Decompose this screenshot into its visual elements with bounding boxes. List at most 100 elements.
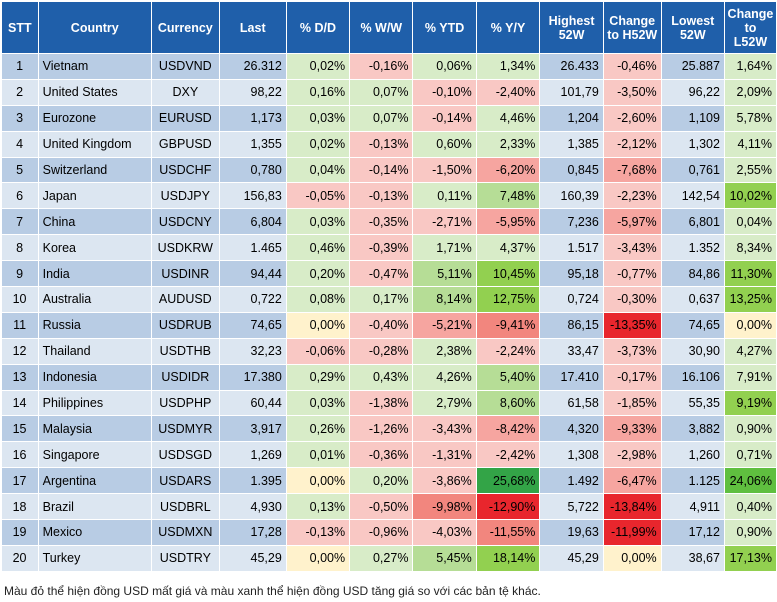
cell-yy: -2,24%: [476, 338, 541, 365]
col-header-highest-52w: Highest 52W: [539, 1, 604, 54]
cell-yy: 5,40%: [476, 364, 541, 391]
cell-stt: 19: [1, 519, 39, 546]
table-row: 17 Argentina USDARS 1.395 0,00% 0,20% -3,86% 25…: [1, 467, 777, 495]
cell-lowest-52w: 4,911: [661, 493, 725, 521]
table-row: 2 United States DXY 98,22 0,16% 0,07% -0,10% -2…: [1, 79, 777, 106]
cell-dd: 0,08%: [286, 286, 351, 313]
cell-stt: 18: [1, 493, 39, 521]
cell-change-h52w: -1,85%: [603, 390, 662, 417]
cell-ytd: -5,21%: [412, 312, 477, 339]
cell-change-h52w: -0,30%: [603, 286, 662, 313]
cell-last: 0,722: [219, 286, 287, 313]
cell-change-h52w: -0,77%: [603, 260, 662, 288]
cell-dd: -0,05%: [286, 182, 351, 210]
cell-currency: USDIDR: [151, 364, 220, 391]
cell-highest-52w: 160,39: [539, 182, 604, 210]
cell-currency: USDJPY: [151, 182, 220, 210]
cell-lowest-52w: 142,54: [661, 182, 725, 210]
cell-country: Eurozone: [38, 105, 152, 132]
fx-table-container: STT Country Currency Last % D/D % W/W % …: [1, 1, 777, 572]
cell-dd: 0,00%: [286, 545, 351, 572]
cell-last: 0,780: [219, 157, 287, 184]
cell-country: Russia: [38, 312, 152, 339]
cell-last: 26.312: [219, 53, 287, 80]
cell-yy: 7,48%: [476, 182, 541, 210]
cell-country: Japan: [38, 182, 152, 210]
cell-change-l52w: 0,40%: [724, 493, 777, 521]
cell-currency: USDPHP: [151, 390, 220, 417]
cell-yy: 4,37%: [476, 234, 541, 262]
table-row: 7 China USDCNY 6,804 0,03% -0,35% -2,71% -5,95%…: [1, 208, 777, 236]
cell-last: 45,29: [219, 545, 287, 572]
cell-stt: 7: [1, 208, 39, 236]
cell-highest-52w: 33,47: [539, 338, 604, 365]
cell-stt: 17: [1, 467, 39, 495]
cell-lowest-52w: 0,637: [661, 286, 725, 313]
col-header-dd: % D/D: [285, 1, 351, 54]
cell-currency: USDSGD: [151, 441, 220, 469]
cell-lowest-52w: 16.106: [661, 364, 725, 391]
cell-highest-52w: 17.410: [539, 364, 604, 391]
cell-lowest-52w: 30,90: [661, 338, 725, 365]
cell-change-h52w: 0,00%: [603, 545, 662, 572]
cell-change-h52w: -2,98%: [603, 441, 662, 469]
cell-ww: 0,07%: [349, 105, 414, 132]
cell-country: Thailand: [38, 338, 152, 365]
cell-change-l52w: 9,19%: [724, 390, 777, 417]
cell-ww: 0,27%: [349, 545, 414, 572]
cell-yy: 10,45%: [476, 260, 541, 288]
cell-lowest-52w: 0,761: [661, 157, 725, 184]
cell-change-l52w: 7,91%: [724, 364, 777, 391]
cell-change-l52w: 10,02%: [724, 182, 777, 210]
cell-currency: USDTHB: [151, 338, 220, 365]
cell-lowest-52w: 74,65: [661, 312, 725, 339]
cell-highest-52w: 45,29: [539, 545, 604, 572]
cell-currency: EURUSD: [151, 105, 220, 132]
cell-stt: 6: [1, 182, 39, 210]
cell-last: 32,23: [219, 338, 287, 365]
cell-ytd: 0,11%: [412, 182, 477, 210]
cell-change-h52w: -5,97%: [603, 208, 662, 236]
cell-yy: -2,42%: [476, 441, 541, 469]
cell-country: United Kingdom: [38, 131, 152, 158]
cell-lowest-52w: 1,302: [661, 131, 725, 158]
cell-dd: -0,06%: [286, 338, 351, 365]
cell-highest-52w: 1.517: [539, 234, 604, 262]
cell-change-l52w: 0,00%: [724, 312, 777, 339]
cell-dd: 0,02%: [286, 131, 351, 158]
cell-change-l52w: 2,55%: [724, 157, 777, 184]
cell-dd: 0,01%: [286, 441, 351, 469]
cell-dd: 0,03%: [286, 208, 351, 236]
cell-lowest-52w: 17,12: [661, 519, 725, 546]
cell-lowest-52w: 96,22: [661, 79, 725, 106]
cell-yy: 4,46%: [476, 105, 541, 132]
cell-highest-52w: 0,845: [539, 157, 604, 184]
cell-yy: 18,14%: [476, 545, 541, 572]
cell-last: 17.380: [219, 364, 287, 391]
cell-stt: 20: [1, 545, 39, 572]
cell-country: Brazil: [38, 493, 152, 521]
cell-stt: 1: [1, 53, 39, 80]
col-header-lowest-52w: Lowest 52W: [660, 1, 725, 54]
cell-currency: USDCNY: [151, 208, 220, 236]
cell-yy: 1,34%: [476, 53, 541, 80]
cell-lowest-52w: 25.887: [661, 53, 725, 80]
col-header-stt: STT: [1, 1, 39, 54]
cell-lowest-52w: 1.352: [661, 234, 725, 262]
cell-yy: 8,60%: [476, 390, 541, 417]
cell-currency: USDBRL: [151, 493, 220, 521]
cell-dd: 0,03%: [286, 390, 351, 417]
cell-ww: -0,36%: [349, 441, 414, 469]
cell-country: Australia: [38, 286, 152, 313]
cell-ytd: 8,14%: [412, 286, 477, 313]
table-row: 5 Switzerland USDCHF 0,780 0,04% -0,14% -1,50%…: [1, 157, 777, 184]
cell-currency: USDMYR: [151, 415, 220, 443]
cell-lowest-52w: 1.125: [661, 467, 725, 495]
cell-ww: 0,07%: [349, 79, 414, 106]
cell-highest-52w: 1,385: [539, 131, 604, 158]
cell-change-l52w: 1,64%: [724, 53, 777, 80]
cell-change-l52w: 0,90%: [724, 519, 777, 546]
cell-country: India: [38, 260, 152, 288]
cell-country: Korea: [38, 234, 152, 262]
cell-last: 1,355: [219, 131, 287, 158]
